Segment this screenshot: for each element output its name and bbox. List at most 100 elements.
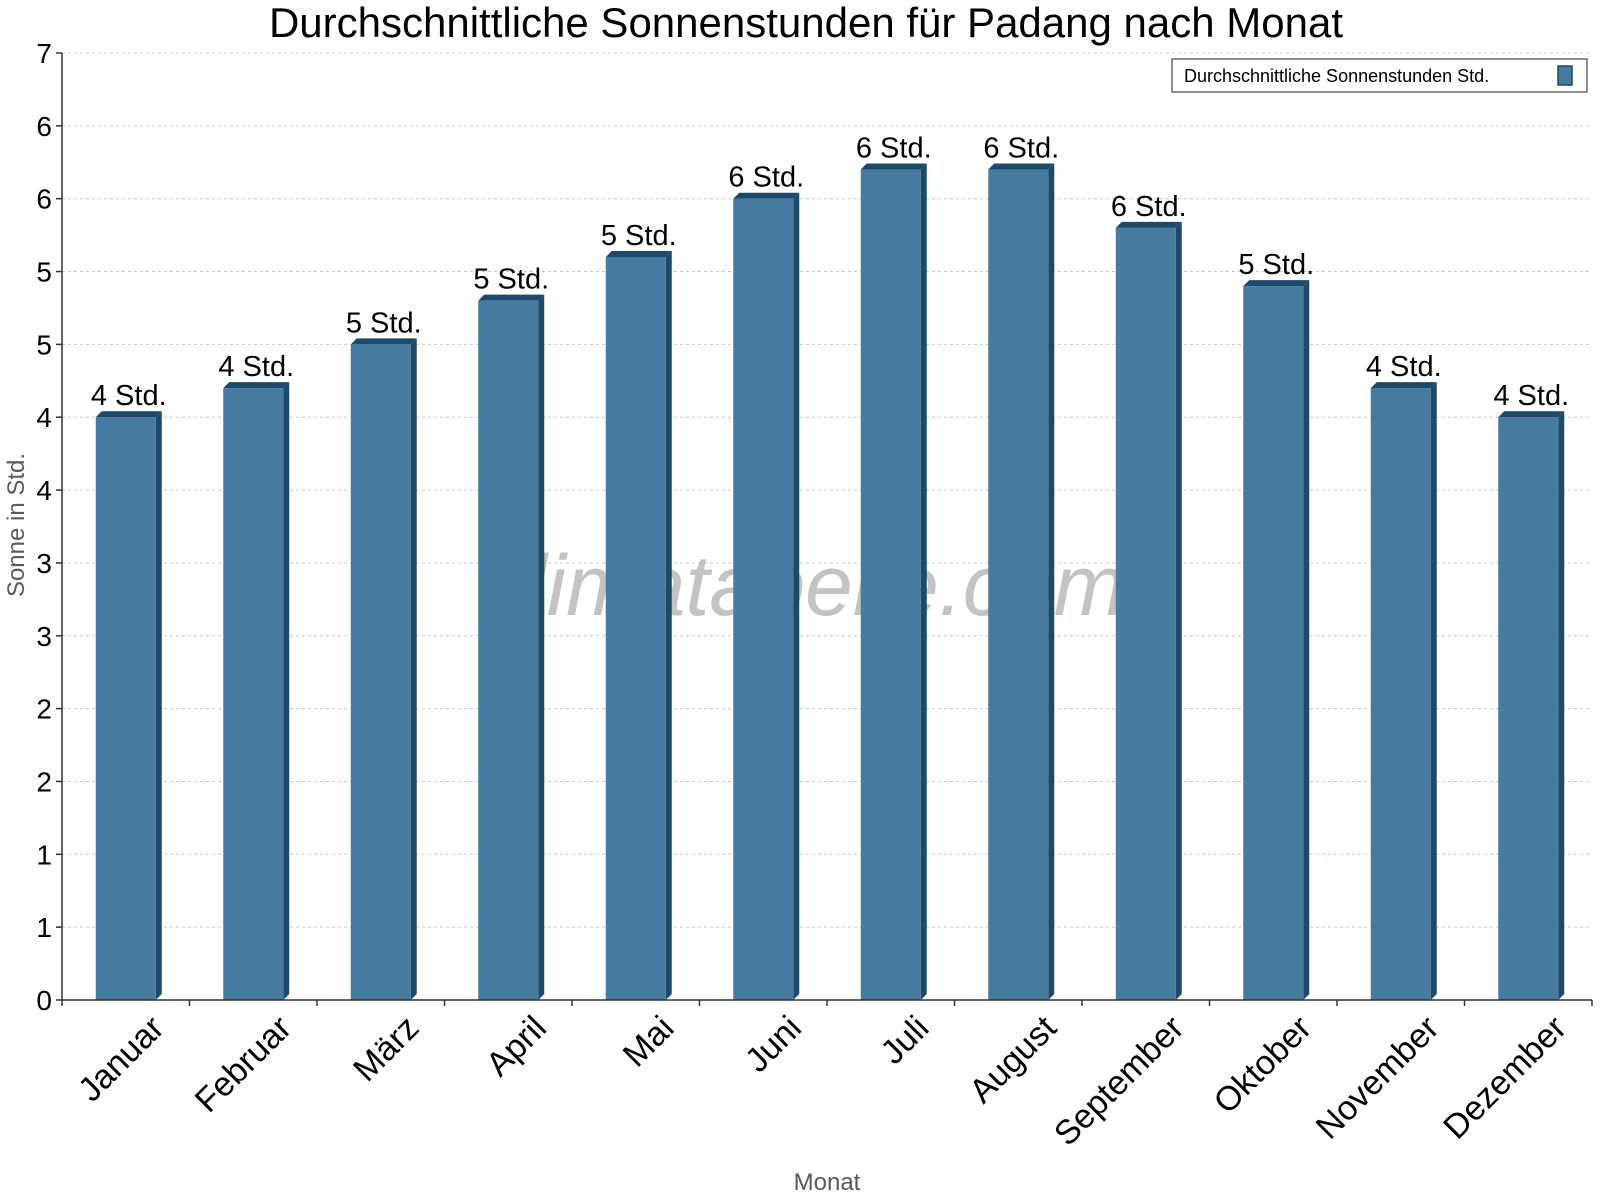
x-tick-label: Dezember [1436, 1009, 1574, 1147]
bar [860, 163, 927, 1001]
bar-front [1498, 417, 1559, 1000]
y-tick-label: 1 [36, 839, 52, 870]
bar-side [283, 382, 290, 1001]
x-tick-label: August [962, 1008, 1064, 1110]
bar-side [665, 250, 672, 1000]
bar-front [988, 169, 1049, 1001]
x-tick-label: Februar [188, 1009, 299, 1120]
data-label: 4 Std. [1493, 380, 1569, 412]
x-tick-label: Juni [738, 1009, 809, 1080]
bar [1243, 280, 1310, 1001]
bar-front [350, 344, 411, 1000]
bar-top [1370, 382, 1437, 389]
y-tick-label: 7 [36, 38, 52, 69]
data-label: 5 Std. [601, 220, 677, 252]
bar-front [860, 169, 921, 1001]
bar-top [605, 250, 672, 257]
bar-side [793, 192, 800, 1000]
bar-top [733, 192, 800, 199]
data-label: 5 Std. [346, 307, 422, 339]
bar-top [350, 338, 417, 345]
x-tick-label: April [479, 1009, 554, 1084]
bar-front [733, 198, 794, 1000]
x-tick-labels: Januar Februar März April Mai Juni Juli AugustS… [61, 1000, 1593, 1153]
x-tick-label: Januar [71, 1009, 171, 1109]
y-tick-label: 0 [36, 985, 52, 1016]
y-tick-label: 5 [36, 329, 52, 360]
bar-top [1243, 280, 1310, 287]
bar-side [1303, 280, 1310, 1001]
bar-front [95, 417, 156, 1000]
x-tick-label: November [1309, 1009, 1447, 1147]
y-tick-label: 4 [36, 402, 52, 433]
legend-box [1171, 58, 1588, 93]
grid-lines [62, 52, 1592, 928]
bar [605, 250, 672, 1000]
bar [733, 192, 800, 1000]
y-tick-label: 3 [36, 621, 52, 652]
x-tick-label: Mai [616, 1009, 682, 1075]
y-tick-label: 5 [36, 257, 52, 288]
x-tick-label: September [1047, 1009, 1191, 1153]
bar-front [1370, 388, 1431, 1001]
y-tick-label: 2 [36, 766, 52, 797]
bar-top [988, 163, 1055, 170]
x-axis-title: Monat [794, 1169, 861, 1196]
data-label: 4 Std. [218, 351, 294, 383]
y-tick-label: 6 [36, 111, 52, 142]
data-label: 4 Std. [1366, 351, 1442, 383]
bar-front [1243, 286, 1304, 1001]
data-label: 5 Std. [1238, 249, 1314, 281]
bars [95, 163, 1565, 1001]
bar [350, 338, 417, 1000]
data-label: 5 Std. [473, 264, 549, 296]
legend: Durchschnittliche Sonnenstunden Std. [1171, 58, 1588, 93]
bar-side [920, 163, 927, 1001]
bar-front [478, 300, 539, 1001]
bar-top [478, 294, 545, 301]
y-tick-label: 6 [36, 184, 52, 215]
bar-side [1558, 411, 1565, 1000]
bar-front [605, 256, 666, 1000]
data-label: 6 Std. [728, 162, 804, 194]
data-label: 6 Std. [983, 133, 1059, 165]
bar-side [1175, 221, 1182, 1001]
bar [478, 294, 545, 1001]
bar [95, 411, 162, 1000]
chart-title: Durchschnittliche Sonnenstunden für Pada… [269, 0, 1343, 46]
bar-side [155, 411, 162, 1000]
bar-top [223, 382, 290, 389]
legend-swatch [1557, 65, 1573, 86]
x-tick-label: Juli [873, 1009, 936, 1072]
bar-front [223, 388, 284, 1001]
bar-top [95, 411, 162, 418]
data-label: 6 Std. [1111, 191, 1187, 223]
legend-label: Durchschnittliche Sonnenstunden Std. [1184, 66, 1489, 86]
axes [61, 53, 1592, 1001]
y-tick-labels: 0 1 1 2 2 3 3 4 4 5 5 6 6 7 [36, 38, 62, 1016]
bar [1115, 221, 1182, 1001]
bar-side [538, 294, 545, 1001]
x-tick-label: März [346, 1009, 426, 1089]
data-labels: 4 Std. 4 Std. 5 Std. 5 Std. 5 Std. 6 Std. 6 St… [91, 133, 1569, 413]
y-axis-title: Sonne in Std. [3, 453, 30, 597]
bar-top [860, 163, 927, 170]
data-label: 6 Std. [856, 133, 932, 165]
data-label: 4 Std. [91, 380, 167, 412]
bar-side [1048, 163, 1055, 1001]
bar [988, 163, 1055, 1001]
bar [1370, 382, 1437, 1001]
y-tick-label: 3 [36, 548, 52, 579]
bar-top [1115, 221, 1182, 228]
bar-top [1498, 411, 1565, 418]
y-tick-label: 4 [36, 475, 52, 506]
bar-front [1115, 227, 1176, 1001]
bar-side [410, 338, 417, 1000]
bar [1498, 411, 1565, 1000]
y-tick-label: 1 [36, 912, 52, 943]
bar-side [1430, 382, 1437, 1001]
y-tick-label: 2 [36, 694, 52, 725]
x-tick-label: Oktober [1207, 1009, 1319, 1121]
bar [223, 382, 290, 1001]
